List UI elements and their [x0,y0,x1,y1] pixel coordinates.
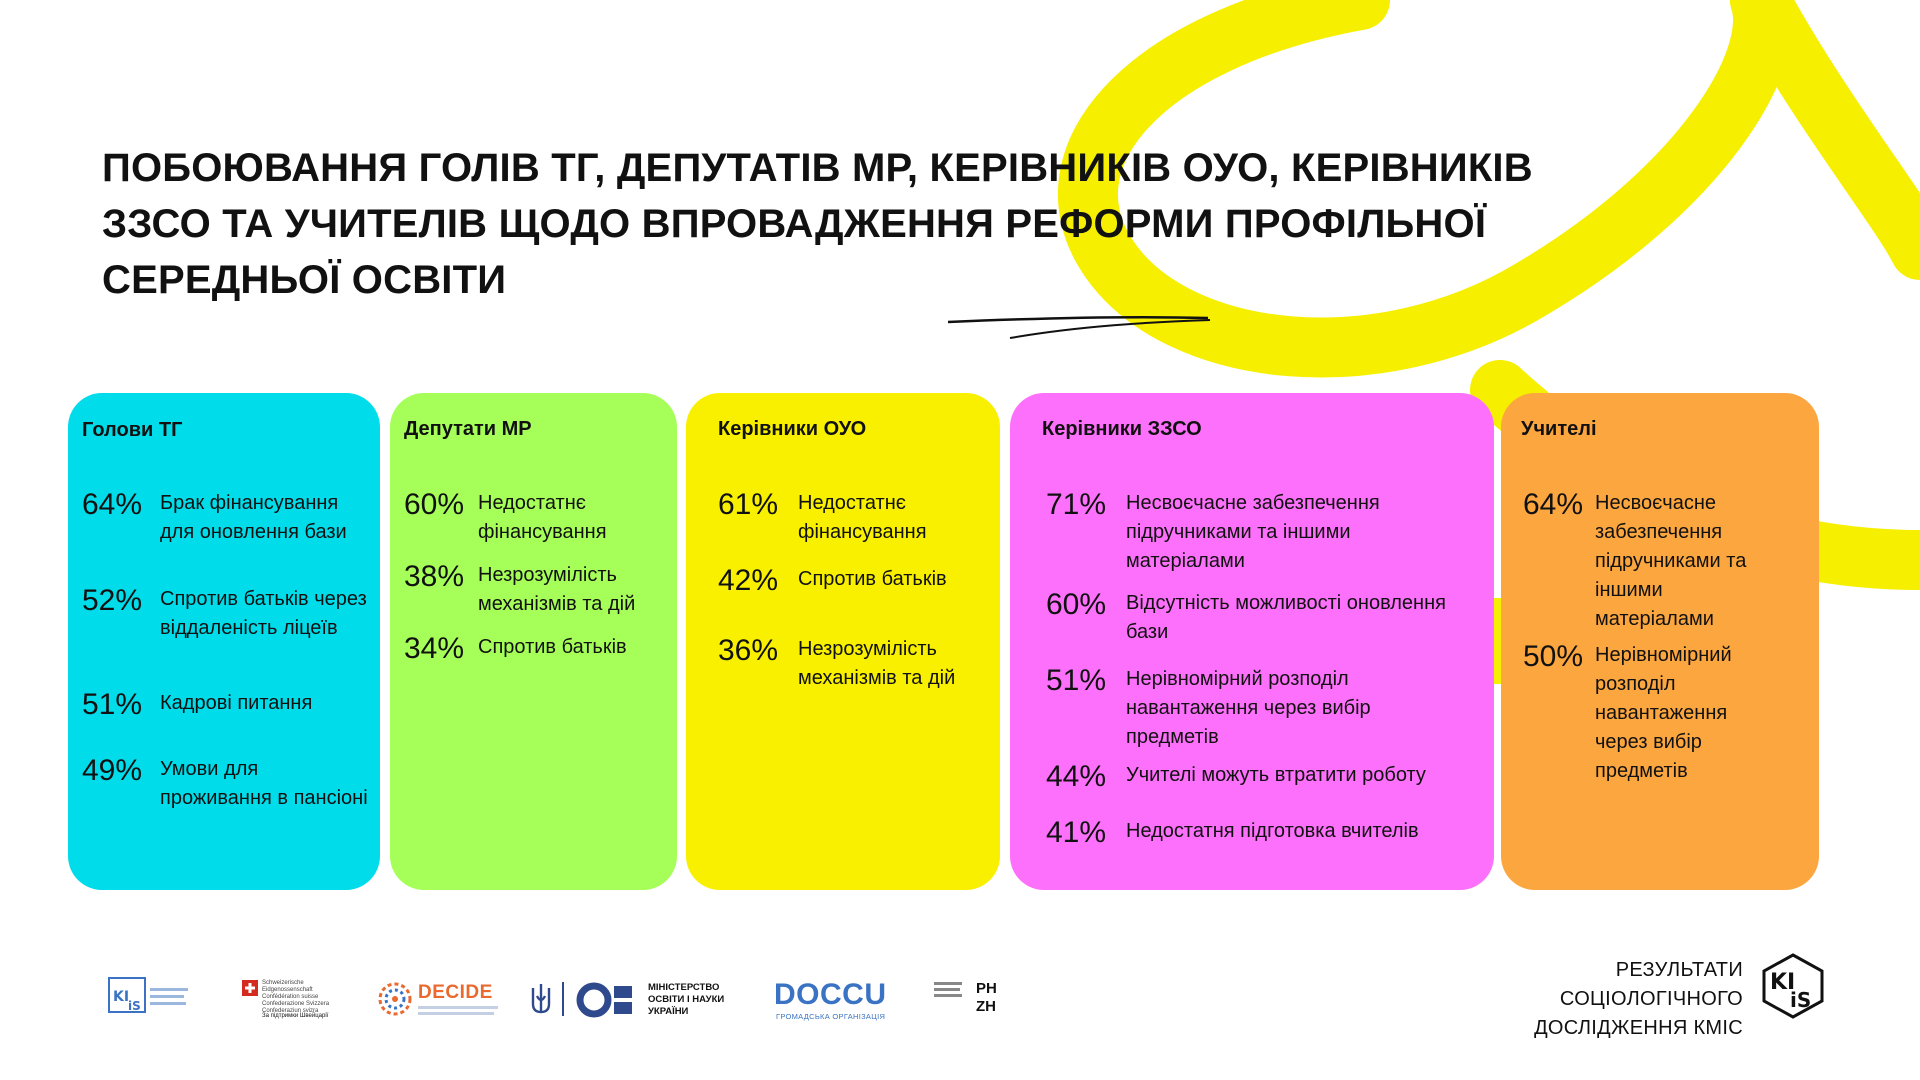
percent-value: 34% [404,632,465,665]
list-item: 41% Недостатня підготовка вчителів [1046,817,1482,849]
list-item: 61% Недостатнє фінансування [718,489,988,547]
caption-line: СОЦІОЛОГІЧНОГО [1559,988,1743,1010]
percent-value: 51% [82,688,143,721]
kmis-logo-icon: KI iS [108,977,188,1013]
page-title: ПОБОЮВАННЯ ГОЛІВ ТГ, ДЕПУТАТІВ МР, КЕРІВ… [102,146,1533,302]
svg-text:KI: KI [1770,970,1795,995]
percent-value: 51% [1046,664,1107,697]
ministry-logo: МІНІСТЕРСТВО ОСВІТИ І НАУКИ УКРАЇНИ [530,978,740,1022]
item-text: Кадрові питання [160,692,313,714]
card-title: Керівники ЗЗСО [1042,418,1202,440]
trident-icon [531,984,551,1014]
card-title: Депутати МР [404,418,532,440]
percent-value: 60% [404,488,465,521]
card-heads-tg: Голови ТГ 64% Брак фінансування для онов… [68,393,380,890]
percent-value: 42% [718,564,779,597]
item-text: Брак фінансування для оновлення бази [160,492,347,543]
list-item: 60% Недостатнє фінансування [404,489,665,547]
item-text: Недостатнє фінансування [798,492,927,543]
item-text: Учителі можуть втратити роботу [1126,764,1426,786]
item-text: Спротив батьків [798,568,947,590]
ministry-label: МІНІСТЕРСТВО ОСВІТИ І НАУКИ УКРАЇНИ [648,982,725,1017]
caption-line: ДОСЛІДЖЕННЯ КМІС [1534,1017,1743,1039]
doccu-logo: DOCCU ГРОМАДСЬКА ОРГАНІЗАЦІЯ [774,978,904,1022]
phzh-logo: PH ZH [934,978,1004,1022]
kmis-small-logo: KI iS [108,976,194,1016]
percent-value: 64% [1523,488,1584,521]
decide-emblem-icon [378,982,412,1016]
swiss-logo: Schweizerische Eidgenossenschaft Confédé… [242,980,352,1020]
mon-emblem-icon [576,982,632,1018]
percent-value: 50% [1523,640,1584,673]
percent-value: 52% [82,584,143,617]
list-item: 51% Кадрові питання [82,689,368,721]
card-title: Голови ТГ [82,419,183,441]
list-item: 49% Умови для проживання в пансіоні [82,755,368,813]
svg-text:iS: iS [128,999,141,1013]
item-text: Несвоєчасне забезпечення підручниками та… [1126,492,1380,572]
svg-text:iS: iS [1790,988,1811,1012]
list-item: 64% Несвоєчасне забезпечення підручникам… [1523,489,1807,634]
list-item: 50% Нерівномірний розподіл навантаження … [1523,641,1807,786]
item-text: Умови для проживання в пансіоні [160,758,368,809]
swiss-flag-icon [242,980,258,996]
list-item: 42% Спротив батьків [718,565,988,597]
list-item: 38% Незрозумілість механізмів та дій [404,561,665,619]
card-teachers: Учителі 64% Несвоєчасне забезпечення під… [1501,393,1819,890]
percent-value: 36% [718,634,779,667]
list-item: 51% Нерівномірний розподіл навантаження … [1046,665,1482,752]
card-deputies-mr: Депутати МР 60% Недостатнє фінансування … [390,393,677,890]
list-item: 44% Учителі можуть втратити роботу [1046,761,1482,793]
kmis-badge-icon: KI iS [1762,953,1824,1019]
list-item: 34% Спротив батьків [404,633,665,665]
swiss-support-text: За підтримки Швейцарії [262,1013,329,1019]
phzh-label: PH ZH [976,980,997,1015]
item-text: Незрозумілість механізмів та дій [798,638,956,689]
percent-value: 61% [718,488,779,521]
list-item: 64% Брак фінансування для оновлення бази [82,489,368,547]
card-heads-ouo: Керівники ОУО 61% Недостатнє фінансуванн… [686,393,1000,890]
card-title: Учителі [1521,418,1597,440]
percent-value: 41% [1046,816,1107,849]
percent-value: 71% [1046,488,1107,521]
percent-value: 60% [1046,588,1107,621]
list-item: 60% Відсутність можливості оновлення баз… [1046,589,1482,647]
kmis-results-caption: РЕЗУЛЬТАТИ СОЦІОЛОГІЧНОГО ДОСЛІДЖЕННЯ КМ… [1534,956,1743,1043]
card-heads-zzso: Керівники ЗЗСО 71% Несвоєчасне забезпече… [1010,393,1494,890]
list-item: 36% Незрозумілість механізмів та дій [718,635,988,693]
percent-value: 49% [82,754,143,787]
item-text: Недостатнє фінансування [478,492,607,543]
list-item: 71% Несвоєчасне забезпечення підручникам… [1046,489,1482,576]
item-text: Відсутність можливості оновлення бази [1126,592,1446,643]
swiss-text: Schweizerische Eidgenossenschaft Confédé… [262,980,330,1014]
item-text: Незрозумілість механізмів та дій [478,564,636,615]
doccu-label: DOCCU [774,978,887,1011]
svg-text:KI: KI [113,989,129,1005]
percent-value: 64% [82,488,143,521]
caption-line: РЕЗУЛЬТАТИ [1615,959,1743,981]
decide-label: DECIDE [418,982,493,1003]
item-text: Нерівномірний розподіл навантаження чере… [1126,668,1371,748]
doccu-sublabel: ГРОМАДСЬКА ОРГАНІЗАЦІЯ [776,1012,886,1021]
percent-value: 38% [404,560,465,593]
item-text: Спротив батьків [478,636,627,658]
item-text: Спротив батьків через віддаленість ліцеї… [160,588,367,639]
list-item: 52% Спротив батьків через віддаленість л… [82,585,368,643]
item-text: Несвоєчасне забезпечення підручниками та… [1595,492,1747,630]
item-text: Недостатня підготовка вчителів [1126,820,1419,842]
card-title: Керівники ОУО [718,418,867,440]
item-text: Нерівномірний розподіл навантаження чере… [1595,644,1732,782]
percent-value: 44% [1046,760,1107,793]
decide-logo: DECIDE [378,980,498,1020]
